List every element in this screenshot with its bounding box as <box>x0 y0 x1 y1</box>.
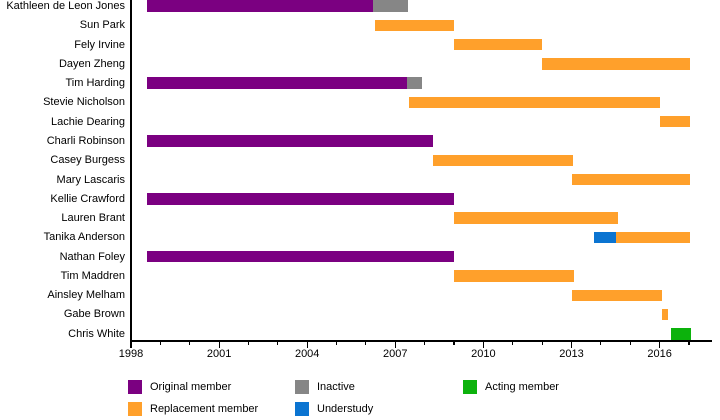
timeline-bar-understudy <box>593 231 617 244</box>
x-axis-ticks: 1998 2001 2004 2007 2010 2013 2016 <box>119 341 711 364</box>
row-label: Casey Burgess <box>50 154 125 167</box>
legend-column: Inactive Understudy <box>295 380 373 420</box>
timeline-bar-replacement <box>454 38 543 51</box>
timeline-bar-replacement <box>616 231 691 244</box>
legend-swatch-acting <box>463 380 477 394</box>
x-tick-label: 1998 <box>118 347 144 360</box>
minor-tick <box>600 341 602 346</box>
timeline-bar-replacement <box>374 19 454 31</box>
timeline-bar-replacement <box>572 173 691 186</box>
minor-tick <box>336 341 338 346</box>
timeline-bar-inactive <box>407 77 423 89</box>
x-tick-label: 2016 <box>647 347 672 360</box>
plot-area <box>131 0 711 341</box>
x-tick-label: 2007 <box>383 347 408 360</box>
row-label: Lachie Dearing <box>51 115 125 128</box>
x-axis-line <box>130 340 712 342</box>
y-axis-line <box>130 0 132 341</box>
row-label: Kathleen de Leon Jones <box>6 0 125 12</box>
minor-tick <box>453 341 455 346</box>
row-label: Dayen Zheng <box>58 57 125 70</box>
row-label: Kellie Crawford <box>50 192 125 205</box>
row-label: Ainsley Melham <box>47 289 125 302</box>
timeline-bar-replacement <box>432 154 573 166</box>
timeline-bar-original <box>147 193 455 205</box>
legend-label: Understudy <box>317 403 374 415</box>
major-tick <box>306 341 308 348</box>
row-label: Mary Lascaris <box>56 173 125 186</box>
timeline-bar-acting <box>670 328 691 340</box>
row-label: Charli Robinson <box>46 134 125 147</box>
timeline-bar-replacement <box>454 270 574 282</box>
timeline-bar-replacement <box>542 58 691 70</box>
legend-column: Acting member <box>463 380 559 402</box>
timeline-bar-original <box>147 250 455 263</box>
x-tick-label: 2004 <box>294 347 320 360</box>
legend-item-understudy: Understudy <box>295 402 373 416</box>
x-tick-label: 2010 <box>471 347 496 360</box>
timeline-bar-replacement <box>661 308 669 321</box>
row-label: Gabe Brown <box>63 308 125 321</box>
legend-swatch-understudy <box>295 402 309 416</box>
row-label: Tim Harding <box>65 77 126 90</box>
row-label: Nathan Foley <box>59 250 125 263</box>
timeline-bar-original <box>147 77 408 89</box>
timeline-bar-original <box>147 135 433 147</box>
minor-tick <box>512 341 514 346</box>
minor-tick <box>365 341 367 346</box>
row-label: Tanika Anderson <box>43 231 125 244</box>
legend-swatch-inactive <box>295 380 309 394</box>
timeline-bar-replacement <box>572 289 662 301</box>
row-label: Tim Maddren <box>60 269 125 282</box>
row-label: Sun Park <box>79 19 125 32</box>
minor-tick <box>247 341 250 346</box>
row-label: Fely Irvine <box>74 38 125 51</box>
legend-label: Original member <box>150 381 232 393</box>
legend-swatch-replacement <box>128 402 142 416</box>
major-tick <box>130 341 132 348</box>
timeline-bar-inactive <box>373 0 409 12</box>
timeline-bar-replacement <box>408 96 660 109</box>
legend-item-inactive: Inactive <box>295 380 373 394</box>
minor-tick <box>629 341 631 346</box>
row-label: Lauren Brant <box>61 212 125 225</box>
legend-item-replacement: Replacement member <box>128 402 258 416</box>
minor-tick <box>688 341 690 346</box>
minor-tick <box>277 341 279 346</box>
legend-item-acting: Acting member <box>463 380 559 394</box>
legend-column: Original member Replacement member <box>128 380 258 420</box>
minor-tick <box>541 341 543 346</box>
row-label: Stevie Nicholson <box>43 96 125 109</box>
minor-tick <box>189 341 191 346</box>
major-tick <box>570 341 573 348</box>
timeline-bar-replacement <box>659 115 691 128</box>
x-tick-label: 2001 <box>206 347 232 360</box>
x-tick-label: 2013 <box>559 347 584 360</box>
major-tick <box>659 341 661 348</box>
legend: Original member Replacement member Inactiv… <box>0 380 720 420</box>
major-tick <box>394 341 396 348</box>
legend-label: Replacement member <box>150 403 259 415</box>
minor-tick <box>424 341 426 346</box>
y-axis-labels: Kathleen de Leon Jones Sun Park Fely Irvin… <box>0 0 125 341</box>
row-label: Chris White <box>68 327 125 340</box>
minor-tick <box>159 341 161 346</box>
timeline-bar-replacement <box>454 212 618 224</box>
legend-item-original: Original member <box>128 380 258 394</box>
legend-label: Acting member <box>485 381 559 393</box>
legend-label: Inactive <box>317 381 355 393</box>
timeline-bar-original <box>147 0 374 12</box>
major-tick <box>482 341 484 348</box>
major-tick <box>218 341 220 348</box>
legend-swatch-original <box>128 380 142 394</box>
